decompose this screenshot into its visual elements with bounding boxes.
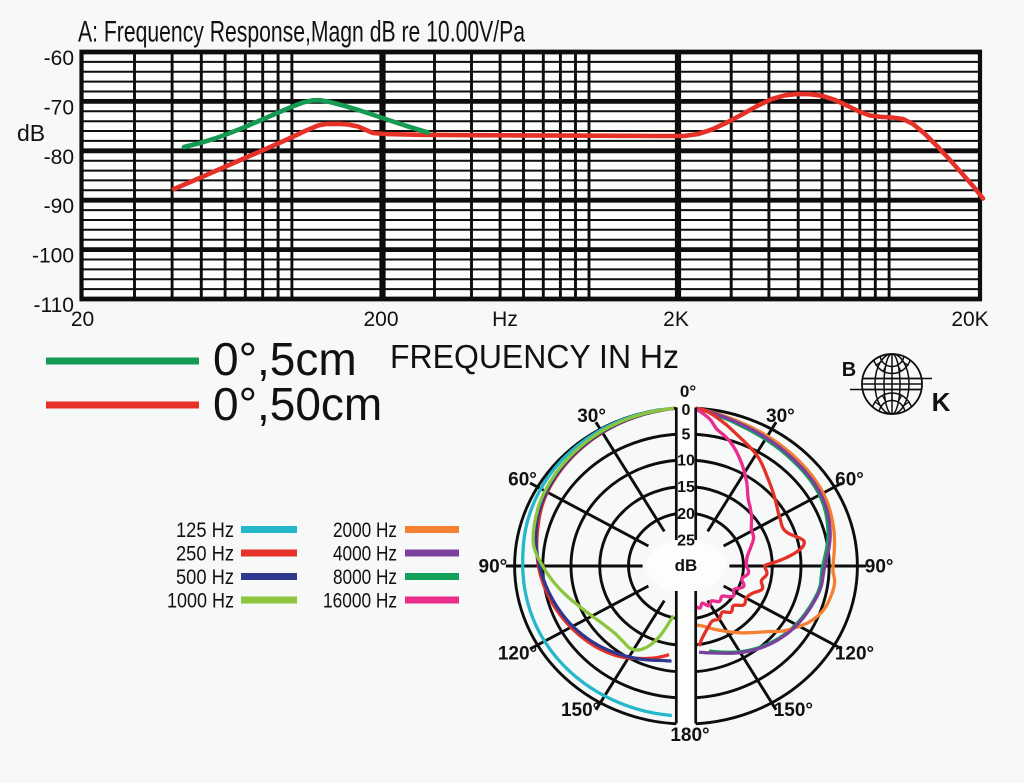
svg-text:0°: 0° xyxy=(680,382,696,401)
svg-text:150°: 150° xyxy=(561,700,600,721)
svg-text:60°: 60° xyxy=(835,470,864,491)
svg-text:20: 20 xyxy=(677,506,695,523)
svg-text:dB: dB xyxy=(17,120,45,146)
svg-text:500 Hz: 500 Hz xyxy=(176,566,234,589)
svg-text:20: 20 xyxy=(71,308,94,331)
svg-text:FREQUENCY IN Hz: FREQUENCY IN Hz xyxy=(390,338,679,375)
svg-text:-60: -60 xyxy=(44,47,74,70)
svg-text:150°: 150° xyxy=(774,700,813,721)
svg-text:K: K xyxy=(932,387,951,417)
svg-text:180°: 180° xyxy=(670,725,709,746)
svg-text:0°,50cm: 0°,50cm xyxy=(213,378,382,430)
svg-text:60°: 60° xyxy=(508,470,537,491)
svg-text:B: B xyxy=(842,359,856,381)
svg-text:90°: 90° xyxy=(865,557,894,578)
svg-text:15: 15 xyxy=(677,479,695,496)
svg-text:-110: -110 xyxy=(34,294,74,317)
svg-text:Hz: Hz xyxy=(492,308,518,331)
svg-text:4000 Hz: 4000 Hz xyxy=(333,543,397,566)
svg-text:8000 Hz: 8000 Hz xyxy=(333,566,397,589)
svg-text:30°: 30° xyxy=(577,406,606,427)
svg-text:16000 Hz: 16000 Hz xyxy=(323,590,397,613)
svg-text:-70: -70 xyxy=(44,96,74,119)
svg-text:90°: 90° xyxy=(479,557,508,578)
svg-text:1000 Hz: 1000 Hz xyxy=(167,590,234,613)
svg-text:5: 5 xyxy=(682,427,691,444)
svg-text:250 Hz: 250 Hz xyxy=(176,543,234,566)
svg-text:-100: -100 xyxy=(32,245,74,268)
svg-text:2000 Hz: 2000 Hz xyxy=(333,519,397,542)
svg-text:0: 0 xyxy=(682,402,691,419)
svg-text:10: 10 xyxy=(677,453,695,470)
svg-text:dB: dB xyxy=(675,556,698,575)
svg-text:A: Frequency Response,Magn dB: A: Frequency Response,Magn dB re 10.00V/… xyxy=(78,16,525,49)
svg-text:200: 200 xyxy=(363,308,398,331)
svg-text:0°,5cm: 0°,5cm xyxy=(213,333,357,385)
svg-text:20K: 20K xyxy=(951,308,988,331)
svg-text:30°: 30° xyxy=(766,406,795,427)
svg-text:-80: -80 xyxy=(44,146,74,169)
svg-text:-90: -90 xyxy=(44,195,74,218)
svg-text:120°: 120° xyxy=(498,644,537,665)
svg-text:25: 25 xyxy=(677,533,695,550)
svg-text:2K: 2K xyxy=(663,308,689,331)
svg-text:125 Hz: 125 Hz xyxy=(176,519,234,542)
svg-text:120°: 120° xyxy=(835,644,874,665)
